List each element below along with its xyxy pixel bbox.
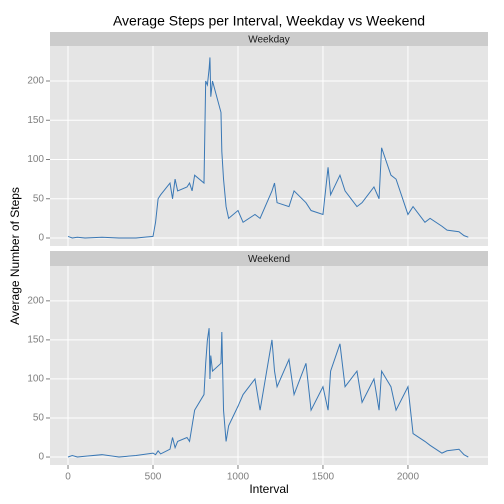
x-tick-label: 0 bbox=[65, 472, 71, 483]
data-line bbox=[67, 57, 469, 239]
x-tick-label: 2000 bbox=[397, 472, 420, 483]
y-tick-label: 50 bbox=[33, 413, 45, 424]
x-tick-label: 1000 bbox=[227, 472, 250, 483]
x-axis-title: Interval bbox=[249, 482, 288, 496]
y-tick-label: 100 bbox=[27, 374, 44, 385]
y-tick-label: 0 bbox=[38, 233, 44, 244]
y-tick-label: 0 bbox=[38, 452, 44, 463]
data-line bbox=[67, 328, 469, 458]
chart-title: Average Steps per Interval, Weekday vs W… bbox=[113, 13, 425, 29]
y-axis-title: Average Number of Steps bbox=[8, 187, 22, 325]
strip bbox=[50, 251, 488, 266]
panel bbox=[50, 46, 488, 246]
y-tick-label: 100 bbox=[27, 154, 44, 165]
panel bbox=[50, 266, 488, 465]
y-tick-label: 150 bbox=[27, 335, 44, 346]
strip-label: Weekday bbox=[248, 35, 290, 46]
strip bbox=[50, 32, 488, 46]
y-tick-label: 200 bbox=[27, 295, 44, 306]
y-tick-label: 150 bbox=[27, 115, 44, 126]
x-tick-label: 1500 bbox=[312, 472, 335, 483]
y-tick-label: 50 bbox=[33, 193, 45, 204]
x-tick-label: 500 bbox=[145, 472, 162, 483]
y-tick-label: 200 bbox=[27, 76, 44, 87]
strip-label: Weekend bbox=[248, 254, 290, 265]
